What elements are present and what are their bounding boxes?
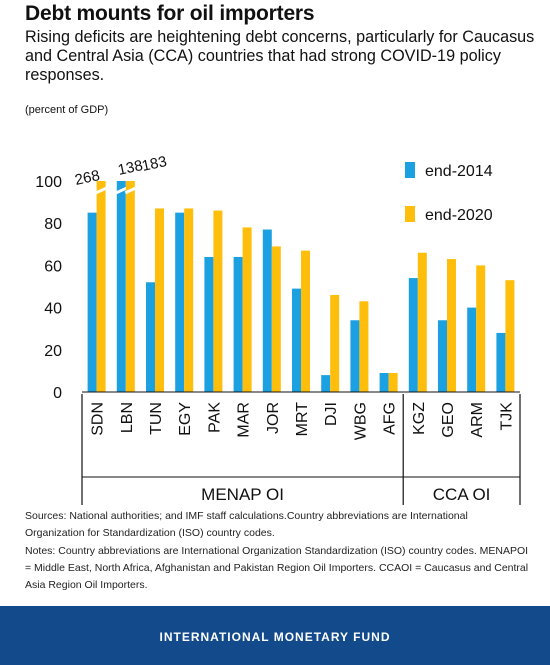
- break-value-label: 138: [116, 157, 144, 179]
- x-tick-label-TJK: TJK: [498, 402, 515, 431]
- bar-end-2020-JOR: [271, 246, 281, 392]
- x-tick-label-EGY: EGY: [177, 402, 194, 436]
- chart-subtitle: Rising deficits are heightening debt con…: [25, 28, 535, 84]
- bar-end-2020-EGY: [184, 208, 194, 392]
- y-tick-label: 80: [44, 216, 62, 233]
- bar-end-2014-JOR: [262, 229, 272, 392]
- x-tick-label-PAK: PAK: [206, 402, 223, 433]
- bar-end-2014-EGY: [175, 212, 185, 392]
- x-tick-label-JOR: JOR: [265, 402, 282, 434]
- bar-end-2020-GEO: [447, 259, 456, 392]
- bar-end-2020-MRT: [301, 250, 310, 392]
- abbreviations-note: Notes: Country abbreviations are Interna…: [25, 545, 529, 591]
- x-tick-label-GEO: GEO: [440, 402, 457, 438]
- group-label: CCA OI: [433, 485, 491, 504]
- y-tick-label: 0: [53, 385, 62, 402]
- y-tick-label: 20: [44, 343, 62, 360]
- bar-end-2014-SDN: [87, 212, 97, 392]
- legend-label-end-2014: end-2014: [425, 163, 493, 180]
- y-tick-label: 60: [44, 258, 62, 275]
- legend-label-end-2020: end-2020: [425, 207, 493, 224]
- bar-end-2014-KGZ: [408, 278, 418, 392]
- bar-end-2014-MAR: [233, 256, 243, 392]
- x-tick-label-MRT: MRT: [294, 402, 311, 437]
- axis-break-marker: [115, 186, 127, 195]
- chart-title: Debt mounts for oil importers: [25, 2, 315, 25]
- y-tick-label: 40: [44, 301, 62, 318]
- x-tick-label-KGZ: KGZ: [411, 402, 428, 435]
- x-tick-label-WBG: WBG: [352, 402, 369, 440]
- bar-end-2014-TJK: [496, 332, 506, 392]
- bar-end-2020-MAR: [242, 227, 252, 392]
- footer-org-name: INTERNATIONAL MONETARY FUND: [159, 630, 391, 644]
- x-tick-label-LBN: LBN: [119, 402, 136, 433]
- legend-swatch-end-2020: [405, 206, 415, 222]
- bar-end-2014-LBN: [116, 181, 126, 392]
- x-tick-label-AFG: AFG: [382, 402, 399, 435]
- bar-end-2014-ARM: [467, 307, 477, 392]
- group-label: MENAP OI: [201, 485, 284, 504]
- bar-end-2020-TJK: [505, 280, 515, 392]
- axis-break-marker: [124, 186, 136, 195]
- bar-end-2014-PAK: [204, 256, 214, 392]
- sources-note: Sources: National authorities; and IMF s…: [25, 510, 468, 539]
- y-tick-label: 100: [35, 174, 62, 191]
- bar-end-2020-SDN: [96, 181, 106, 392]
- bar-end-2014-WBG: [350, 320, 360, 392]
- footer-bar: INTERNATIONAL MONETARY FUND: [0, 606, 550, 665]
- bar-end-2020-TUN: [155, 208, 164, 392]
- legend-swatch-end-2014: [405, 162, 415, 178]
- bar-end-2020-PAK: [213, 210, 223, 392]
- unit-label: (percent of GDP): [25, 104, 109, 116]
- bar-end-2014-MRT: [292, 288, 301, 392]
- bar-end-2014-AFG: [379, 373, 389, 392]
- break-value-label: 268: [73, 167, 101, 189]
- bar-end-2020-AFG: [388, 373, 398, 392]
- x-tick-label-SDN: SDN: [90, 402, 107, 436]
- x-tick-label-ARM: ARM: [469, 402, 486, 438]
- x-tick-label-TUN: TUN: [148, 402, 165, 435]
- x-tick-label-MAR: MAR: [236, 402, 253, 438]
- bar-end-2014-DJI: [321, 375, 331, 392]
- axis-break-marker: [95, 186, 107, 195]
- x-tick-label-DJI: DJI: [323, 402, 340, 426]
- bar-end-2020-ARM: [476, 265, 486, 392]
- bar-end-2020-LBN: [125, 181, 135, 392]
- bar-end-2020-KGZ: [417, 252, 427, 392]
- bar-end-2014-GEO: [438, 320, 447, 392]
- chart-notes: Sources: National authorities; and IMF s…: [25, 508, 530, 595]
- bar-end-2020-WBG: [359, 301, 369, 392]
- bar-end-2014-TUN: [146, 282, 155, 392]
- break-value-label: 183: [140, 153, 168, 175]
- bar-end-2020-DJI: [330, 294, 340, 392]
